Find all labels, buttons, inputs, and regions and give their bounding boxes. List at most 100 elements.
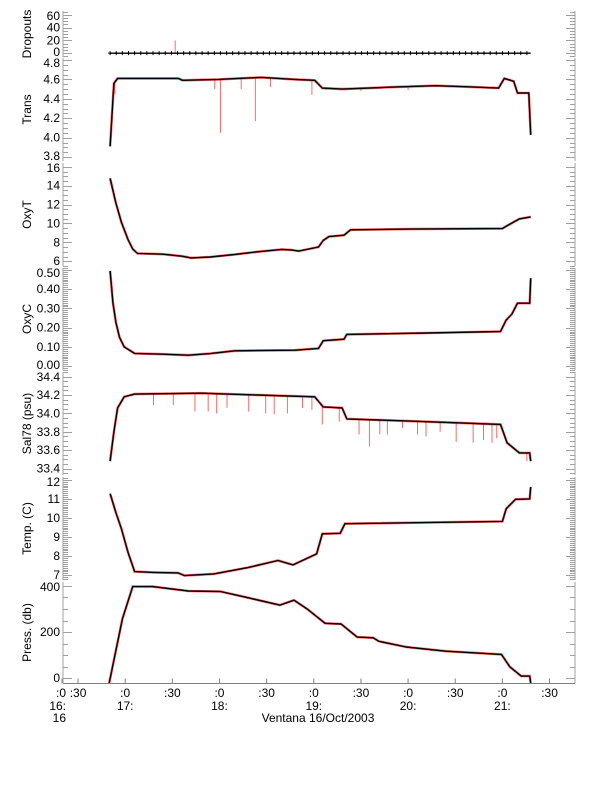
y-tick-label: 0.00 (37, 358, 61, 372)
y-tick-label: 0.30 (37, 301, 61, 315)
y-tick-label: 0.20 (37, 321, 61, 335)
dropout-marker (206, 51, 211, 56)
dropout-marker (138, 51, 143, 56)
dropout-marker (494, 51, 499, 56)
x-tick-hour-label: 20: (400, 699, 417, 713)
dropout-marker (524, 51, 529, 56)
y-tick-label: 33.4 (37, 462, 61, 476)
y-tick-label: 14 (47, 179, 61, 193)
dropout-marker (383, 51, 388, 56)
dropout-marker (169, 51, 174, 56)
smoothed-series-line (109, 392, 532, 462)
x-tick-label: :30 (447, 686, 464, 700)
x-tick-label: :0 (56, 686, 66, 700)
y-tick-label: 0.50 (37, 266, 61, 280)
y-tick-label: 10 (47, 511, 61, 525)
dropout-marker (316, 51, 321, 56)
dropout-marker (396, 51, 401, 56)
x-tick-day-label: 16 (53, 711, 67, 725)
dropout-marker (426, 51, 431, 56)
x-axis-title: Ventana 16/Oct/2003 (262, 711, 375, 725)
dropout-marker (236, 51, 241, 56)
y-tick-label: 0.10 (37, 340, 61, 354)
x-tick-label: :30 (70, 686, 87, 700)
dropout-marker (273, 51, 278, 56)
dropout-marker (157, 51, 162, 56)
dropout-marker (144, 51, 149, 56)
y-tick-label: 40 (47, 21, 61, 35)
y-tick-label: 4.0 (43, 131, 60, 145)
y-axis-title: Press. (db) (20, 603, 34, 662)
dropout-marker (402, 51, 407, 56)
y-tick-label: 3.8 (43, 149, 60, 163)
x-tick-label: :30 (258, 686, 275, 700)
dropout-marker (457, 51, 462, 56)
y-tick-label: 12 (47, 198, 61, 212)
x-tick-label: :0 (497, 686, 507, 700)
dropout-marker (463, 51, 468, 56)
y-tick-label: 9 (53, 530, 60, 544)
y-tick-label: 4.2 (43, 111, 60, 125)
panel-temp: 7 8 9 10 11 12 Temp. (C) (20, 475, 576, 582)
smoothed-series-line (108, 585, 532, 684)
dropout-marker (481, 51, 486, 56)
panels: 0204060Dropouts3.84.04.24.44.64.8Trans68… (20, 9, 576, 685)
dropout-marker (193, 51, 198, 56)
dropout-marker (126, 51, 131, 56)
y-tick-label: 33.8 (37, 425, 61, 439)
panel-trans: 3.8 4.0 4.2 4.4 4.6 4.8 Trans (20, 56, 576, 163)
y-tick-label: 34.2 (37, 388, 61, 402)
dropout-marker (108, 51, 113, 56)
y-axis-title: Dropouts (20, 10, 34, 59)
dropout-marker (304, 51, 309, 56)
x-tick-label: :30 (541, 686, 558, 700)
y-tick-label: 10 (47, 216, 61, 230)
dropout-marker (334, 51, 339, 56)
y-axis-title: Sal78 (psu) (20, 393, 34, 454)
dropout-marker (420, 51, 425, 56)
y-tick-label: 8 (53, 549, 60, 563)
dropout-marker (328, 51, 333, 56)
dropout-marker (120, 51, 125, 56)
y-tick-label: 4.4 (43, 92, 60, 106)
dropout-marker (414, 51, 419, 56)
y-tick-label: 8 (53, 235, 60, 249)
x-tick-hour-label: 19: (305, 699, 322, 713)
dropout-marker (132, 51, 137, 56)
dropout-marker (390, 51, 395, 56)
dropout-marker (151, 51, 156, 56)
dropout-marker (432, 51, 437, 56)
dropout-marker (255, 51, 260, 56)
smoothed-series-line (109, 486, 532, 577)
y-tick-label: 34.0 (37, 406, 61, 420)
dropout-marker (181, 51, 186, 56)
dropout-marker (242, 51, 247, 56)
y-tick-label: 11 (48, 492, 61, 506)
dropout-marker (267, 51, 272, 56)
dropout-marker (310, 51, 315, 56)
y-tick-label: 6 (53, 254, 60, 268)
dropout-marker (230, 51, 235, 56)
y-tick-label: 0.40 (37, 282, 61, 296)
y-tick-label: 7 (53, 568, 60, 582)
panel-press: 0 200 400 Press. (db) (20, 580, 576, 685)
x-tick-label: :30 (353, 686, 370, 700)
panel-oxyt: 6 8 10 12 14 16 OxyT (20, 161, 576, 268)
dropout-marker (200, 51, 205, 56)
smoothed-series-line (109, 178, 531, 259)
dropout-marker (439, 51, 444, 56)
y-tick-label: 33.6 (37, 443, 61, 457)
dropout-marker (341, 51, 346, 56)
x-axis: :016:16:30:017::30:018::30:019::30:020::… (49, 678, 575, 725)
dropout-marker (359, 51, 364, 56)
raw-series-line (108, 178, 531, 260)
y-tick-label: 200 (40, 625, 60, 639)
y-tick-label: 400 (40, 580, 60, 594)
x-tick-hour-label: 18: (211, 699, 228, 713)
dropout-marker (475, 51, 480, 56)
smoothed-series-line (109, 76, 532, 147)
y-tick-label: 34.4 (37, 370, 61, 384)
y-tick-label: 0 (53, 671, 60, 685)
